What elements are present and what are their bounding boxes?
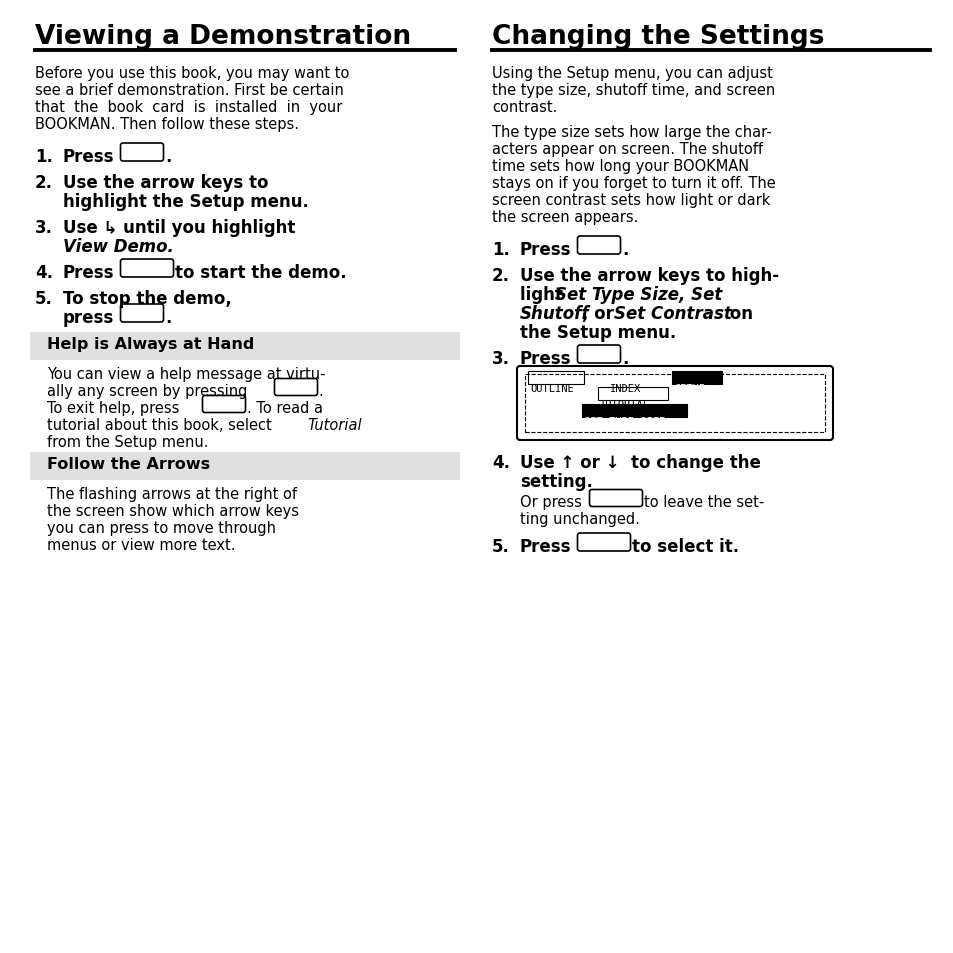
Text: To exit help, press: To exit help, press: [47, 400, 179, 416]
Text: to leave the set-: to leave the set-: [643, 495, 763, 510]
Text: see a brief demonstration. First be certain: see a brief demonstration. First be cert…: [35, 83, 343, 98]
Text: the screen appears.: the screen appears.: [492, 210, 638, 225]
Text: OUTLINE: OUTLINE: [530, 384, 573, 394]
Bar: [581, 405, 686, 417]
Text: 4.: 4.: [492, 454, 510, 472]
Text: acters appear on screen. The shutoff: acters appear on screen. The shutoff: [492, 142, 762, 157]
Bar: [598, 388, 667, 400]
Text: 2.: 2.: [492, 267, 510, 285]
Bar: [527, 372, 583, 385]
Text: View Demo.: View Demo.: [63, 237, 173, 255]
Text: .: .: [165, 148, 172, 166]
Text: that  the  book  card  is  installed  in  your: that the book card is installed in your: [35, 100, 342, 115]
Text: on: on: [723, 305, 752, 323]
Text: You can view a help message at virtu-: You can view a help message at virtu-: [47, 367, 325, 381]
Text: ting unchanged.: ting unchanged.: [519, 512, 639, 526]
Text: screen contrast sets how light or dark: screen contrast sets how light or dark: [492, 193, 770, 208]
Text: Press: Press: [519, 350, 571, 368]
Text: Press: Press: [63, 264, 114, 282]
Text: Tutorial: Tutorial: [307, 417, 361, 433]
FancyBboxPatch shape: [120, 260, 173, 277]
Text: to select it.: to select it.: [631, 537, 739, 556]
FancyBboxPatch shape: [517, 367, 832, 440]
Text: 5.: 5.: [492, 537, 509, 556]
FancyBboxPatch shape: [577, 346, 619, 364]
Text: 1.: 1.: [492, 241, 509, 258]
Text: Or press: Or press: [519, 495, 581, 510]
Text: ally any screen by pressing: ally any screen by pressing: [47, 384, 247, 398]
Text: 3.: 3.: [492, 350, 510, 368]
Text: Press: Press: [519, 537, 571, 556]
Text: 5.: 5.: [35, 290, 52, 308]
Text: highlight the Setup menu.: highlight the Setup menu.: [63, 193, 309, 211]
Text: tutorial about this book, select: tutorial about this book, select: [47, 417, 276, 433]
Bar: [30, 453, 459, 480]
Text: Press: Press: [63, 148, 114, 166]
Text: Before you use this book, you may want to: Before you use this book, you may want t…: [35, 66, 349, 81]
Text: the Setup menu.: the Setup menu.: [519, 324, 676, 341]
Text: The flashing arrows at the right of: The flashing arrows at the right of: [47, 486, 296, 501]
Text: SET TYPE SIZE: SET TYPE SIZE: [583, 416, 664, 427]
Text: TUTORIAL: TUTORIAL: [599, 399, 649, 410]
Text: BOOKMAN. Then follow these steps.: BOOKMAN. Then follow these steps.: [35, 117, 298, 132]
Text: SETUP: SETUP: [673, 384, 704, 394]
Text: .: .: [317, 384, 322, 398]
Text: the screen show which arrow keys: the screen show which arrow keys: [47, 503, 298, 518]
FancyBboxPatch shape: [202, 396, 245, 413]
Text: Follow the Arrows: Follow the Arrows: [47, 456, 210, 472]
Text: . To read a: . To read a: [247, 400, 323, 416]
Text: from the Setup menu.: from the Setup menu.: [47, 435, 209, 450]
Text: The type size sets how large the char-: The type size sets how large the char-: [492, 125, 771, 140]
FancyBboxPatch shape: [274, 379, 317, 396]
Text: Set Type Size, Set: Set Type Size, Set: [555, 286, 721, 304]
Text: INDEX: INDEX: [609, 384, 640, 394]
Text: Use the arrow keys to high-: Use the arrow keys to high-: [519, 267, 779, 285]
Text: Shutoff: Shutoff: [519, 305, 589, 323]
Text: stays on if you forget to turn it off. The: stays on if you forget to turn it off. T…: [492, 175, 775, 191]
Text: the type size, shutoff time, and screen: the type size, shutoff time, and screen: [492, 83, 775, 98]
Text: time sets how long your BOOKMAN: time sets how long your BOOKMAN: [492, 159, 748, 173]
Text: .: .: [165, 309, 172, 327]
Text: menus or view more text.: menus or view more text.: [47, 537, 235, 553]
Text: 1.: 1.: [35, 148, 52, 166]
Text: press: press: [63, 309, 114, 327]
FancyBboxPatch shape: [577, 534, 630, 552]
FancyBboxPatch shape: [120, 144, 163, 162]
Text: To stop the demo,: To stop the demo,: [63, 290, 232, 308]
Text: to start the demo.: to start the demo.: [174, 264, 346, 282]
Text: Use ↳ until you highlight: Use ↳ until you highlight: [63, 219, 295, 236]
Text: .: .: [621, 350, 628, 368]
Text: Viewing a Demonstration: Viewing a Demonstration: [35, 24, 411, 50]
Text: setting.: setting.: [519, 473, 592, 491]
Bar: [671, 372, 721, 385]
Text: Press: Press: [519, 241, 571, 258]
Text: 4.: 4.: [35, 264, 53, 282]
Text: you can press to move through: you can press to move through: [47, 520, 275, 536]
Text: Using the Setup menu, you can adjust: Using the Setup menu, you can adjust: [492, 66, 772, 81]
FancyBboxPatch shape: [589, 490, 641, 507]
Text: Use ↑ or ↓  to change the: Use ↑ or ↓ to change the: [519, 454, 760, 472]
Text: Set Contrast: Set Contrast: [614, 305, 731, 323]
Text: Use the arrow keys to: Use the arrow keys to: [63, 173, 268, 192]
FancyBboxPatch shape: [120, 305, 163, 323]
Text: light: light: [519, 286, 568, 304]
Text: Help is Always at Hand: Help is Always at Hand: [47, 336, 254, 352]
Text: 3.: 3.: [35, 219, 53, 236]
FancyBboxPatch shape: [577, 236, 619, 254]
Text: 2.: 2.: [35, 173, 53, 192]
Text: , or: , or: [581, 305, 619, 323]
Text: .: .: [621, 241, 628, 258]
Text: contrast.: contrast.: [492, 100, 557, 115]
Bar: [30, 333, 459, 360]
Text: Changing the Settings: Changing the Settings: [492, 24, 823, 50]
